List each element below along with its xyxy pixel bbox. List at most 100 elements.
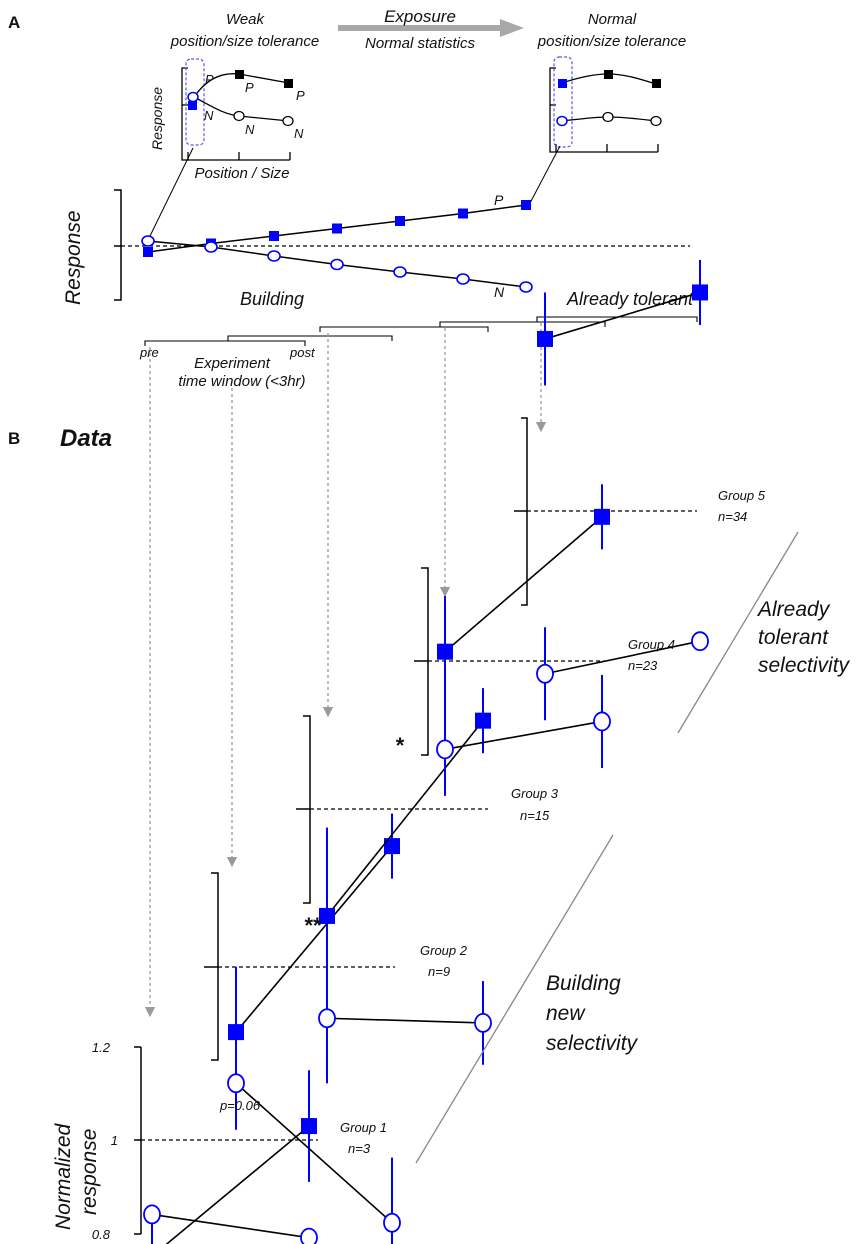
group-1-N-line [151, 1213, 310, 1239]
inset-left-n-label-3: N [294, 126, 304, 141]
building-note-3: selectivity [546, 1032, 639, 1055]
group-5-name: Group 5 [718, 488, 766, 503]
inset-left-p-label-2: P [245, 80, 254, 95]
group-3-n: n=15 [520, 808, 550, 823]
group-2-name: Group 2 [420, 943, 468, 958]
top-left-title-1: Weak [226, 11, 266, 28]
inset-right-n-marker-3 [650, 115, 662, 127]
group-5-P-point [537, 330, 553, 347]
group-3-N-point [474, 1013, 492, 1033]
group-4-name: Group 4 [628, 637, 675, 652]
inset-right-axes [549, 67, 659, 153]
group-2-N-point [227, 1073, 245, 1094]
group-4-P-line [444, 516, 603, 653]
main-y-axis [114, 189, 122, 301]
group-1-N-point [300, 1227, 318, 1244]
building-note-1: Building [546, 972, 621, 995]
inset-left-highlight-box [185, 58, 205, 146]
main-p-label: P [494, 192, 504, 208]
main-n-point [393, 266, 407, 278]
group-1-P-line [165, 1125, 310, 1244]
group-3-name: Group 3 [511, 786, 559, 801]
inset-xlabel: Position / Size [194, 165, 289, 182]
group-4-P-point [437, 643, 453, 660]
group-5-N-point [691, 631, 709, 652]
group-axes [134, 417, 528, 1235]
group-1-P-point [301, 1118, 317, 1135]
group-2-n: n=9 [428, 964, 450, 979]
main-n-label: N [494, 284, 505, 300]
group-3-annotation: * [396, 733, 405, 758]
group-5-n: n=34 [718, 509, 747, 524]
main-p-point [521, 200, 531, 210]
group-5-N-line [544, 640, 701, 675]
tolerant-diagonal [677, 531, 799, 734]
group-3-N-line [326, 1017, 484, 1024]
top-right-title-2: position/size tolerance [537, 33, 686, 50]
tolerant-note-2: tolerant [758, 626, 829, 649]
connector-left [149, 147, 194, 237]
inset-right-n-marker-2 [602, 111, 614, 123]
group-series-group [143, 259, 709, 1244]
inset-right-p-marker-2 [604, 70, 613, 79]
inset-left-p-marker-3 [284, 79, 293, 88]
main-n-point [141, 235, 155, 247]
main-n-point [204, 241, 218, 253]
exposure-arrow-head [500, 19, 524, 37]
building-note-2: new [546, 1002, 586, 1025]
main-p-point [332, 223, 342, 234]
main-n-point [330, 258, 344, 271]
main-p-point [143, 247, 153, 257]
inset-right-n-marker-1 [556, 115, 568, 127]
group-1-n: n=3 [348, 1141, 371, 1156]
group-4-N-point [593, 711, 611, 732]
inset-left-p-label-1: P [205, 72, 214, 87]
group-4-N-line [444, 720, 603, 751]
group-5-P-line [544, 291, 701, 340]
group-2-N-line [235, 1082, 393, 1224]
tolerant-note-1: Already [756, 598, 831, 621]
time-window-4 [439, 321, 606, 327]
group-2-P-point [228, 1024, 244, 1041]
panel-b-ylabel-2: response [78, 1129, 101, 1215]
panel-a-letter: A [8, 13, 20, 32]
group-pointer-arrows [144, 323, 547, 1018]
tick-label-0-8: 0.8 [92, 1227, 111, 1242]
main-series-group [141, 200, 533, 293]
time-windows [144, 316, 698, 346]
building-label: Building [240, 289, 304, 309]
inset-right-highlight-box [553, 56, 573, 148]
group-baselines [141, 510, 697, 1141]
group-1-annotation: p=0.06 [219, 1098, 261, 1113]
window-post-label: post [289, 345, 316, 360]
inset-left-n-label-2: N [245, 122, 255, 137]
group-1-name: Group 1 [340, 1120, 387, 1135]
main-p-point [458, 208, 468, 219]
main-p-point [269, 231, 279, 241]
inset-left-p-marker-2 [235, 70, 244, 79]
panel-b-title: Data [60, 425, 112, 452]
window-label-2: time window (<3hr) [178, 373, 305, 390]
inset-left-n-label-1: N [204, 108, 214, 123]
group-5-P-point [692, 284, 708, 301]
window-pre-label: pre [139, 345, 159, 360]
time-window-3 [319, 326, 489, 332]
inset-right-p-marker-1 [558, 79, 567, 88]
inset-left-p-label-3: P [296, 88, 305, 103]
connector-right [528, 145, 561, 206]
group-3-P-line [326, 720, 484, 917]
group-2-P-line [235, 845, 393, 1033]
inset-left-n-marker-2 [233, 110, 245, 122]
tick-label-1: 1 [111, 1133, 118, 1148]
tolerant-note-3: selectivity [758, 654, 851, 677]
main-ylabel: Response [62, 210, 85, 305]
group-3-P-point [319, 907, 335, 924]
main-n-point [267, 250, 281, 262]
time-window-2 [227, 335, 393, 341]
group-4-N-point [436, 739, 454, 760]
normal-statistics-label: Normal statistics [365, 35, 476, 52]
inset-ylabel: Response [149, 87, 165, 150]
group-2-P-point [384, 838, 400, 855]
group-2-N-point [383, 1212, 401, 1233]
